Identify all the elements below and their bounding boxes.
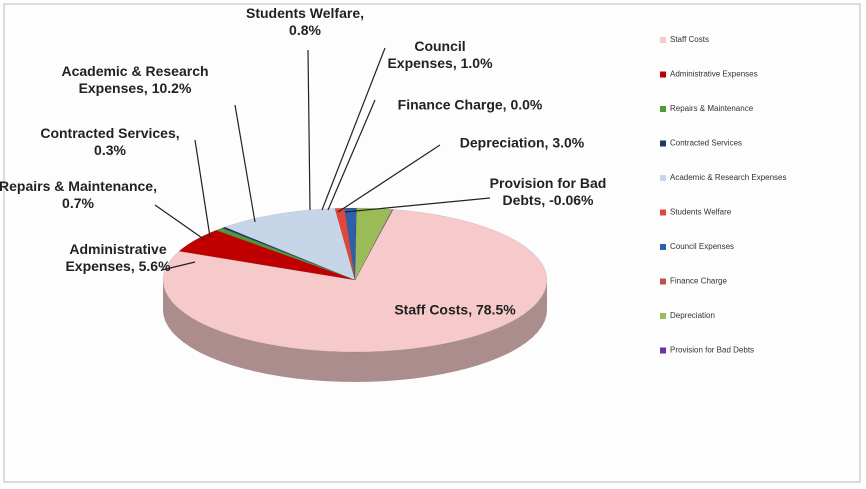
legend-swatch: [660, 175, 666, 181]
legend-label: Repairs & Maintenance: [670, 104, 754, 113]
legend-swatch: [660, 71, 666, 78]
slice: [354, 207, 393, 281]
legend-label: Depreciation: [670, 311, 715, 320]
legend-label: Provision for Bad Debts: [670, 346, 754, 355]
slice: [162, 209, 548, 353]
slice: [221, 226, 356, 281]
leader-line: [344, 197, 491, 213]
legend-label: Finance Charge: [670, 277, 727, 286]
legend-swatch: [660, 244, 666, 250]
slice: [354, 209, 394, 281]
legend-swatch: [660, 140, 666, 147]
legend-swatch: [660, 37, 666, 43]
legend-label: Students Welfare: [670, 208, 732, 217]
data-label: Students Welfare, 0.8%: [246, 5, 364, 38]
legend-label: Academic & Research Expenses: [670, 173, 787, 182]
slice: [224, 208, 356, 281]
slice: [215, 227, 356, 281]
legend-label: Contracted Services: [670, 139, 742, 148]
data-label: Academic & Research Expenses, 10.2%: [61, 63, 209, 96]
leader-line: [321, 47, 386, 211]
leader-line: [307, 49, 311, 211]
leader-line: [327, 99, 376, 211]
slice-side: [163, 280, 547, 382]
leader-line: [161, 261, 196, 271]
legend-swatch: [660, 347, 666, 354]
legend-label: Staff Costs: [670, 35, 709, 44]
leader-line: [337, 144, 441, 213]
legend-swatch: [660, 106, 666, 112]
legend-label: Council Expenses: [670, 242, 734, 251]
slice: [344, 207, 357, 281]
frame: [3, 3, 861, 483]
data-label: Council Expenses, 1.0%: [387, 38, 493, 71]
legend-swatch: [660, 313, 666, 319]
leader-line: [234, 104, 256, 223]
legend-label: Administrative Expenses: [670, 70, 758, 79]
legend-swatch: [660, 278, 666, 285]
leader-line: [154, 204, 206, 241]
data-label: Repairs & Maintenance, 0.7%: [0, 178, 157, 211]
data-label: Staff Costs, 78.5%: [394, 301, 516, 318]
data-label: Contracted Services, 0.3%: [40, 125, 180, 158]
leader-line: [194, 139, 211, 238]
data-label: Finance Charge, 0.0%: [397, 96, 543, 113]
data-label: Depreciation, 3.0%: [459, 134, 585, 151]
data-label: Provision for Bad Debts, -0.06%: [489, 175, 607, 208]
legend-swatch: [660, 209, 666, 216]
data-label: Administrative Expenses, 5.6%: [65, 241, 171, 274]
